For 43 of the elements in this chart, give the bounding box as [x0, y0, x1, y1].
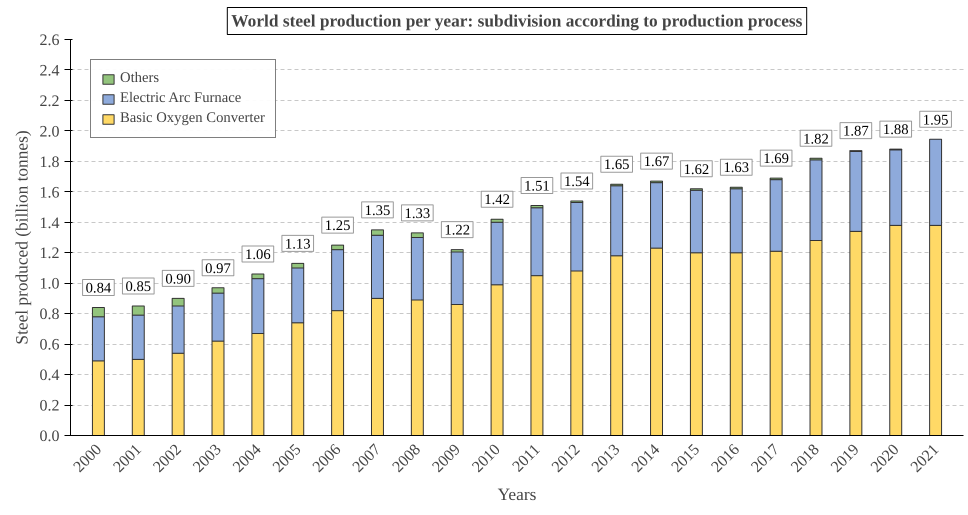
y-tick-label: 1.8 [40, 154, 60, 171]
y-tick-label: 0.6 [40, 336, 60, 354]
y-tick-label: 0.0 [40, 428, 60, 445]
y-axis-title: Steel produced (billion tonnes) [12, 130, 32, 345]
y-tick-label: 1.4 [40, 214, 60, 232]
legend-label: Electric Arc Furnace [120, 90, 242, 107]
total-label: 1.62 [684, 162, 710, 178]
total-label: 1.51 [524, 178, 550, 195]
total-label: 1.67 [644, 154, 670, 170]
y-tick-label: 2.2 [40, 92, 60, 110]
total-label: 1.35 [364, 202, 390, 219]
total-label: 1.88 [882, 122, 909, 138]
x-tick-label: 2011 [509, 441, 544, 476]
total-label: 1.65 [604, 157, 630, 174]
y-tick-label: 2.4 [40, 62, 60, 80]
total-label: 1.06 [245, 247, 271, 264]
y-tick-label: 2.6 [40, 32, 60, 49]
y-tick-label: 2.0 [40, 123, 60, 140]
chart-title: World steel production per year: subdivision according to production process [231, 12, 803, 30]
total-label: 0.84 [86, 280, 112, 297]
total-label: 0.85 [125, 279, 152, 296]
y-tick-label: 0.8 [40, 306, 60, 324]
y-tick-label: 1.0 [40, 276, 60, 293]
total-label: 0.97 [205, 260, 231, 277]
total-label: 1.63 [723, 160, 750, 176]
x-axis-title: Years [498, 484, 537, 504]
total-label: 0.90 [165, 271, 191, 288]
total-label: 1.13 [284, 236, 311, 252]
y-tick-label: 1.2 [40, 245, 60, 262]
total-label: 1.87 [843, 124, 869, 140]
y-tick-label: 1.6 [40, 184, 60, 202]
total-label: 1.33 [404, 206, 430, 222]
total-label: 1.25 [324, 218, 350, 234]
total-label: 1.82 [803, 131, 829, 148]
total-label: 1.69 [763, 151, 789, 168]
y-tick-label: 0.2 [40, 398, 60, 415]
legend-label: Others [120, 70, 160, 87]
legend-label: Basic Oxygen Converter [120, 110, 265, 127]
total-label: 1.95 [922, 112, 948, 128]
y-tick-label: 0.4 [40, 367, 60, 384]
total-label: 1.22 [444, 222, 470, 239]
total-label: 1.54 [564, 174, 590, 190]
total-label: 1.42 [484, 192, 510, 208]
